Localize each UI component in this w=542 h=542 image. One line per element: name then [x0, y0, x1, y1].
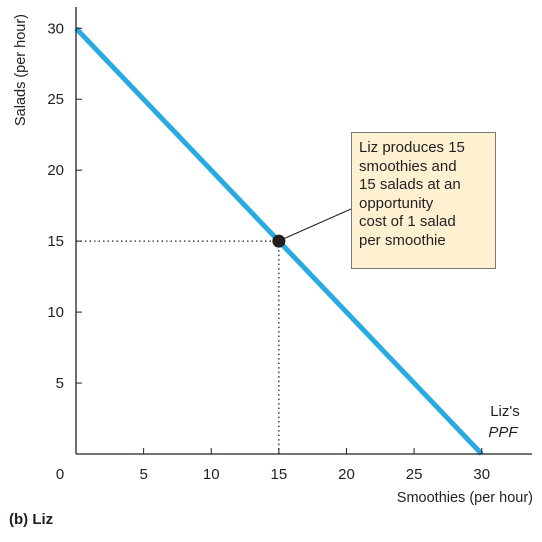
annotation-callout: Liz produces 15 smoothies and 15 salads … — [351, 132, 496, 269]
y-tick-label: 5 — [56, 375, 64, 392]
highlight-point — [272, 234, 286, 248]
panel-label: (b) Liz — [9, 511, 54, 528]
annotation-line: Liz produces 15 — [359, 139, 465, 156]
x-tick-label: 10 — [203, 466, 220, 483]
guide-lines — [76, 240, 280, 454]
ppf-label-line1: Liz's — [490, 403, 520, 420]
annotation-line: per smoothie — [359, 231, 446, 249]
y-axis-title: Salads (per hour) — [13, 14, 29, 126]
y-tick-label: 25 — [47, 91, 64, 108]
axes — [75, 7, 532, 455]
y-tick-label: 30 — [47, 20, 64, 37]
y-tick-label: 15 — [47, 233, 64, 250]
x-tick-label: 25 — [406, 466, 423, 483]
tick-marks — [76, 27, 483, 454]
x-axis-title: Smoothies (per hour) — [397, 490, 533, 506]
x-tick-label: 15 — [271, 466, 288, 483]
annotation-line: smoothies and — [359, 157, 457, 175]
tick-labels: 0 5 10 15 20 25 30 5 10 15 20 25 30 — [47, 20, 490, 483]
callout-leader-line — [282, 208, 352, 240]
x-tick-label: 0 — [56, 466, 64, 483]
x-tick-label: 5 — [139, 466, 147, 483]
y-tick-label: 10 — [47, 304, 64, 321]
annotation-line: opportunity — [359, 194, 434, 212]
annotation-line: cost of 1 salad — [359, 213, 456, 230]
x-tick-label: 30 — [473, 466, 490, 483]
x-tick-label: 20 — [338, 466, 355, 483]
ppf-label-line2: PPF — [488, 424, 518, 441]
y-tick-label: 20 — [47, 162, 64, 179]
annotation-line: 15 salads at an — [359, 176, 461, 193]
